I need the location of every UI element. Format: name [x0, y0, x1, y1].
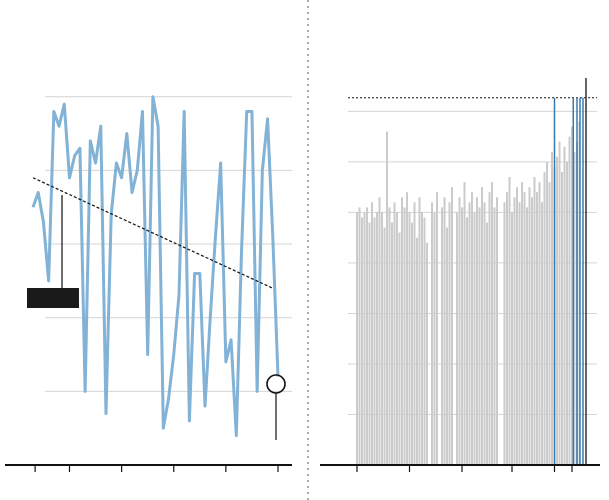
bar [388, 207, 391, 465]
bar [548, 182, 551, 465]
bar [478, 207, 481, 465]
bar [403, 207, 406, 465]
bar [418, 197, 421, 465]
bar [488, 192, 491, 465]
data-line [31, 95, 280, 438]
bar [491, 182, 493, 465]
bar [541, 202, 543, 465]
bar [473, 212, 476, 465]
bar [571, 126, 573, 466]
bar [416, 237, 418, 465]
bar [471, 192, 473, 465]
bar [506, 192, 508, 465]
bar [456, 212, 458, 465]
bar [426, 242, 428, 465]
bar [423, 217, 426, 465]
bar [543, 171, 546, 466]
bar [513, 197, 516, 465]
annotation-circle [266, 374, 286, 394]
bar [531, 197, 533, 465]
bar [421, 212, 423, 465]
bar [358, 207, 361, 465]
bar [466, 217, 468, 465]
bar [476, 197, 478, 465]
bar [391, 222, 393, 465]
bar [413, 202, 416, 465]
bar [361, 217, 363, 465]
bar [486, 222, 488, 465]
bar [381, 212, 383, 465]
bar [518, 202, 521, 465]
bar [551, 151, 553, 465]
bar [561, 171, 563, 466]
bar [448, 202, 451, 465]
bar [398, 232, 401, 465]
bar [461, 207, 463, 465]
bar [568, 136, 571, 465]
bar [516, 187, 518, 465]
bar [408, 212, 411, 465]
annotations [27, 195, 286, 440]
bar [538, 182, 541, 465]
bar [523, 192, 526, 465]
bar [401, 197, 403, 465]
trend-line [32, 177, 274, 289]
bar [406, 192, 408, 465]
bar [393, 202, 396, 465]
bar [368, 222, 371, 465]
bar [468, 202, 471, 465]
bar [446, 227, 448, 465]
bar [566, 161, 568, 465]
annotation-box [27, 288, 79, 308]
bar [483, 202, 486, 465]
bar [526, 207, 528, 465]
bar [558, 141, 561, 465]
bar [463, 182, 466, 465]
bar [378, 197, 381, 465]
bar [371, 202, 373, 465]
bar [533, 177, 536, 466]
bar [556, 156, 558, 465]
bar [396, 212, 398, 465]
bar [496, 197, 498, 465]
bar [441, 207, 443, 465]
bar [366, 207, 368, 465]
bar [563, 146, 566, 465]
bar [528, 187, 531, 465]
bar [411, 222, 413, 465]
bar [431, 202, 433, 465]
bar [458, 197, 461, 465]
bar [373, 217, 376, 465]
bar [356, 212, 358, 465]
bar [436, 192, 438, 465]
bar [511, 212, 513, 465]
bar [573, 151, 576, 465]
bar [433, 212, 436, 465]
bar [536, 192, 538, 465]
bar [481, 187, 483, 465]
bar [386, 131, 388, 466]
bar [503, 202, 506, 465]
bar [443, 197, 446, 465]
bar [493, 207, 496, 465]
bar [521, 182, 523, 465]
bar [508, 177, 511, 466]
bar [546, 161, 548, 465]
bar [383, 227, 386, 465]
bar [363, 212, 366, 465]
bar [376, 212, 378, 465]
bar [451, 187, 453, 465]
